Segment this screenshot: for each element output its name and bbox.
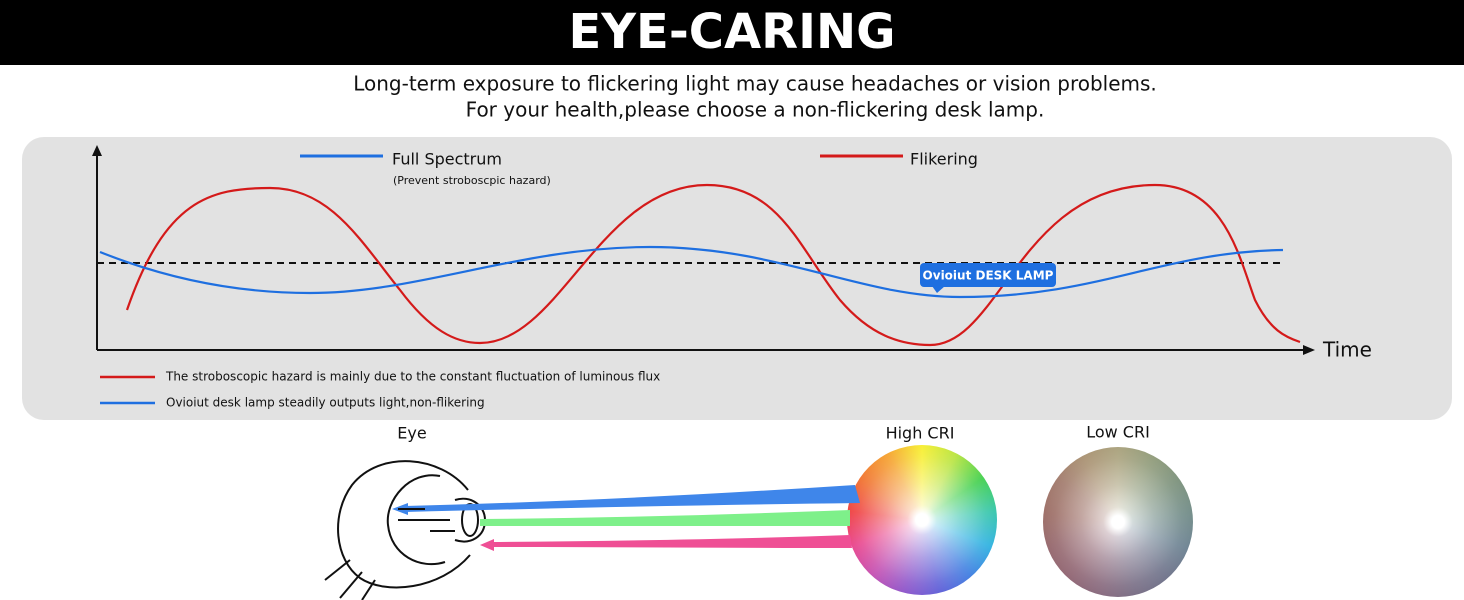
- pink-beam: [490, 535, 852, 548]
- legend-note: (Prevent stroboscpic hazard): [393, 174, 551, 187]
- eye-drawing: [324, 460, 487, 600]
- axis-arrow: [1303, 345, 1315, 355]
- eye-label: Eye: [397, 424, 426, 443]
- legend-label: Full Spectrum: [392, 150, 502, 169]
- callout-box: [920, 263, 1056, 287]
- axis-label: Time: [1322, 338, 1372, 362]
- legend-label: Flikering: [910, 150, 978, 169]
- title: EYE-CARING: [568, 4, 895, 60]
- flicker-curve: [125, 183, 1301, 347]
- axis-arrow: [92, 145, 102, 156]
- eye-dashes: [398, 508, 455, 532]
- callout: Ovioiut DESK LAMP: [923, 269, 1054, 283]
- blue-beam: [405, 485, 860, 512]
- green-beam: [480, 510, 850, 526]
- cri-label: High CRI: [886, 424, 955, 443]
- intro-line: For your health,please choose a non-flic…: [466, 98, 1045, 122]
- note: The stroboscopic hazard is mainly due to…: [165, 370, 660, 384]
- note: Ovioiut desk lamp steadily outputs light…: [166, 396, 485, 410]
- header-bar: [0, 0, 1464, 65]
- steady-curve: [99, 245, 1284, 299]
- high-cri-wheel: [847, 445, 997, 595]
- callout-pointer: [932, 286, 945, 293]
- intro-line: Long-term exposure to flickering light m…: [353, 72, 1157, 96]
- beam-arrow: [480, 539, 494, 551]
- cri-label: Low CRI: [1086, 423, 1150, 442]
- low-cri-wheel: [1043, 447, 1193, 597]
